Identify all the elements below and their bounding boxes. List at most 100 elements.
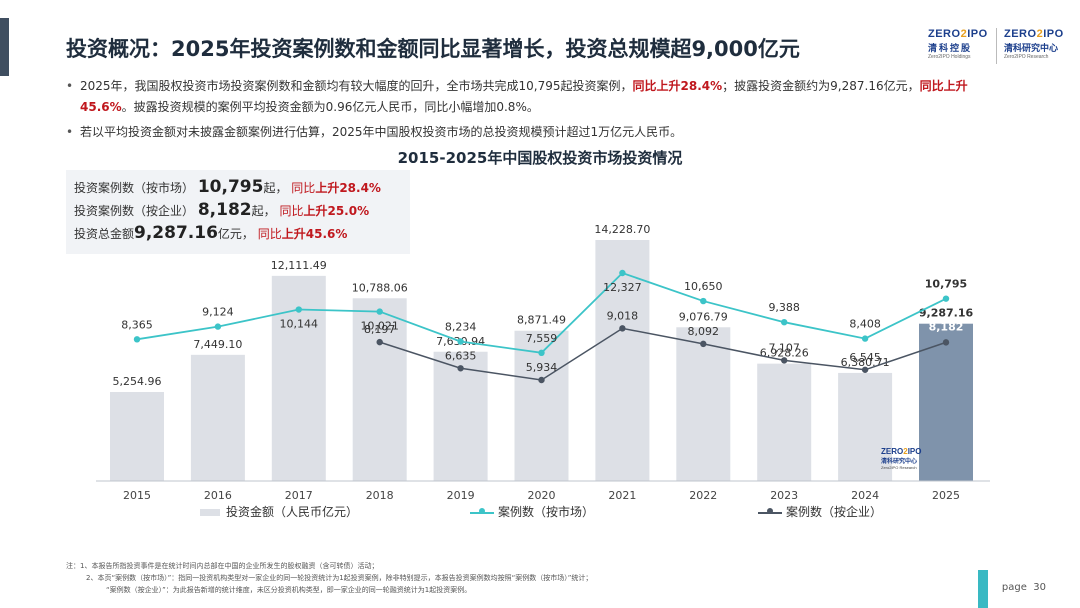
x-tick-2016: 2016 bbox=[204, 489, 232, 502]
x-tick-2023: 2023 bbox=[770, 489, 798, 502]
bullet-1-highlight-b: 同比上升45.6% bbox=[80, 79, 968, 114]
label-market-2021: 12,327 bbox=[603, 281, 642, 294]
label-enterprise-2021: 9,018 bbox=[607, 309, 639, 322]
stat-row-amount: 投资总金额9,287.16亿元， 同比上升45.6% bbox=[74, 222, 410, 245]
bar-label-2017: 12,111.49 bbox=[271, 259, 327, 272]
stat-unit: 起， bbox=[263, 181, 288, 195]
bullet-1-text-c: 。披露投资规模的案例平均投资金额为0.96亿元人民币，同比小幅增加0.8%。 bbox=[121, 100, 539, 114]
label-enterprise-2019: 6,635 bbox=[445, 349, 477, 362]
bar-label-2021: 14,228.70 bbox=[594, 223, 650, 236]
legend-bar-swatch bbox=[200, 509, 220, 516]
label-enterprise-2022: 8,092 bbox=[688, 325, 720, 338]
page-number-value: 30 bbox=[1033, 582, 1046, 593]
watermark-cn: 清科研究中心 bbox=[881, 459, 918, 465]
bar-label-2018: 10,788.06 bbox=[352, 281, 408, 294]
point-market-2020 bbox=[538, 349, 545, 357]
bullet-1-text-b: ；披露投资金额约为9,287.16亿元， bbox=[722, 79, 920, 93]
label-enterprise-2025: 8,182 bbox=[929, 320, 964, 333]
bar-2024 bbox=[838, 372, 893, 481]
bullet-1-text-a: 2025年，我国股权投资市场投资案例数和金额均有较大幅度的回升，全市场共完成10… bbox=[80, 79, 633, 93]
stat-value: 10,795 bbox=[197, 177, 264, 197]
watermark-brand: ZERO2IPO bbox=[881, 447, 922, 456]
point-market-2015 bbox=[133, 336, 141, 343]
stat-value: 9,287.16 bbox=[134, 223, 218, 243]
label-market-2023: 9,388 bbox=[768, 301, 800, 314]
point-market-2021 bbox=[619, 269, 626, 277]
point-market-2023 bbox=[781, 318, 788, 326]
x-tick-2022: 2022 bbox=[689, 489, 717, 502]
point-enterprise-2025 bbox=[942, 339, 950, 346]
page-accent-bar bbox=[978, 570, 988, 608]
bullet-2: 若以平均投资金额对未披露金额案例进行估算，2025年中国股权投资市场的总投资规模… bbox=[66, 122, 1021, 143]
x-tick-2018: 2018 bbox=[366, 489, 394, 502]
point-market-2018 bbox=[376, 308, 383, 315]
stat-row-market: 投资案例数（按市场） 10,795起， 同比上升28.4% bbox=[74, 176, 410, 199]
bar-label-2016: 7,449.10 bbox=[193, 338, 242, 351]
label-market-2018: 10,021 bbox=[360, 320, 399, 333]
bar-label-2025: 9,287.16 bbox=[919, 307, 974, 320]
bar-2025 bbox=[919, 323, 973, 481]
x-tick-2020: 2020 bbox=[528, 489, 556, 502]
label-market-2019: 8,234 bbox=[445, 321, 477, 334]
x-tick-2024: 2024 bbox=[851, 489, 879, 502]
stat-label: 投资案例数（按企业） bbox=[74, 204, 195, 218]
label-market-2024: 8,408 bbox=[849, 318, 881, 331]
legend-line1-swatch bbox=[470, 511, 494, 514]
logo1-en: Zero2IPO Holdings bbox=[928, 54, 971, 60]
x-tick-2015: 2015 bbox=[123, 489, 151, 502]
logo2-cn: 清科研究中心 bbox=[1004, 43, 1059, 53]
label-market-2022: 10,650 bbox=[684, 280, 723, 293]
point-enterprise-2020 bbox=[538, 376, 545, 384]
watermark-en: Zero2IPO Research bbox=[881, 465, 917, 470]
stat-change: 上升45.6% bbox=[281, 227, 348, 241]
stat-yoy: 同比 bbox=[279, 204, 304, 218]
legend-line2: 案例数（按企业） bbox=[758, 503, 882, 520]
point-market-2017 bbox=[295, 306, 302, 313]
watermark-logo: ZERO2IPO 清科研究中心 Zero2IPO Research bbox=[881, 447, 921, 470]
bar-label-2022: 9,076.79 bbox=[679, 310, 728, 323]
point-enterprise-2018 bbox=[376, 338, 383, 346]
logo-separator bbox=[996, 28, 997, 64]
bar-2016 bbox=[190, 354, 245, 481]
footnote-3: “案例数（按企业）”：为此报告新增的统计维度，未区分投资机构类型，即一家企业的同… bbox=[106, 586, 472, 594]
bullet-1-highlight-a: 同比上升28.4% bbox=[632, 79, 723, 93]
stat-unit: 亿元， bbox=[217, 227, 254, 241]
stat-change: 上升25.0% bbox=[303, 204, 370, 218]
label-enterprise-2020: 5,934 bbox=[526, 361, 558, 374]
legend-line2-swatch bbox=[758, 511, 782, 514]
stats-box: 投资案例数（按市场） 10,795起， 同比上升28.4% 投资案例数（按企业）… bbox=[66, 170, 410, 254]
chart-title: 2015-2025年中国股权投资市场投资情况 bbox=[397, 149, 683, 167]
logo2-brand: ZERO2IPO bbox=[1004, 28, 1064, 40]
legend-bar-label: 投资金额（人民币亿元） bbox=[226, 505, 359, 519]
stat-label: 投资案例数（按市场） bbox=[74, 181, 195, 195]
line-enterprise bbox=[379, 327, 947, 381]
bullet-1: 2025年，我国股权投资市场投资案例数和金额均有较大幅度的回升，全市场共完成10… bbox=[66, 76, 1021, 118]
label-enterprise-2018: 8,197 bbox=[364, 323, 396, 336]
stat-row-enterprise: 投资案例数（按企业） 8,182起， 同比上升25.0% bbox=[74, 199, 410, 222]
stat-change: 上升28.4% bbox=[315, 181, 381, 195]
point-market-2025 bbox=[942, 295, 950, 302]
label-enterprise-2023: 7,107 bbox=[768, 341, 800, 354]
left-accent-bar bbox=[0, 18, 9, 76]
footnote-2: 2、本页“案例数（按市场）”：指同一投资机构类型对一家企业的同一轮投资统计为1起… bbox=[86, 574, 593, 582]
label-market-2017: 10,144 bbox=[280, 318, 319, 331]
stat-yoy: 同比 bbox=[257, 227, 282, 241]
bar-2018 bbox=[352, 298, 407, 481]
footnote-1: 注：1、本报告所指投资事件是在统计时间内总部在中国的企业所发生的股权融资（含可转… bbox=[66, 562, 379, 570]
bar-2022 bbox=[676, 327, 731, 481]
stat-value: 8,182 bbox=[197, 200, 252, 220]
stat-unit: 起， bbox=[251, 204, 276, 218]
bar-2015 bbox=[110, 391, 164, 481]
x-tick-2021: 2021 bbox=[608, 489, 636, 502]
bar-label-2023: 6,928.26 bbox=[760, 347, 809, 360]
legend-line1: 案例数（按市场） bbox=[470, 503, 594, 520]
label-market-2015: 8,365 bbox=[121, 318, 153, 331]
logo1-cn: 清科控股 bbox=[928, 43, 973, 53]
logo-zero2ipo-research: ZERO2IPO 清科研究中心 Zero2IPO Research bbox=[1004, 28, 1064, 60]
label-market-2020: 7,559 bbox=[526, 332, 558, 345]
x-tick-2025: 2025 bbox=[932, 489, 960, 502]
x-tick-2019: 2019 bbox=[447, 489, 475, 502]
footnotes: 注：1、本报告所指投资事件是在统计时间内总部在中国的企业所发生的股权融资（含可转… bbox=[66, 560, 592, 596]
bar-label-2015: 5,254.96 bbox=[113, 375, 162, 388]
